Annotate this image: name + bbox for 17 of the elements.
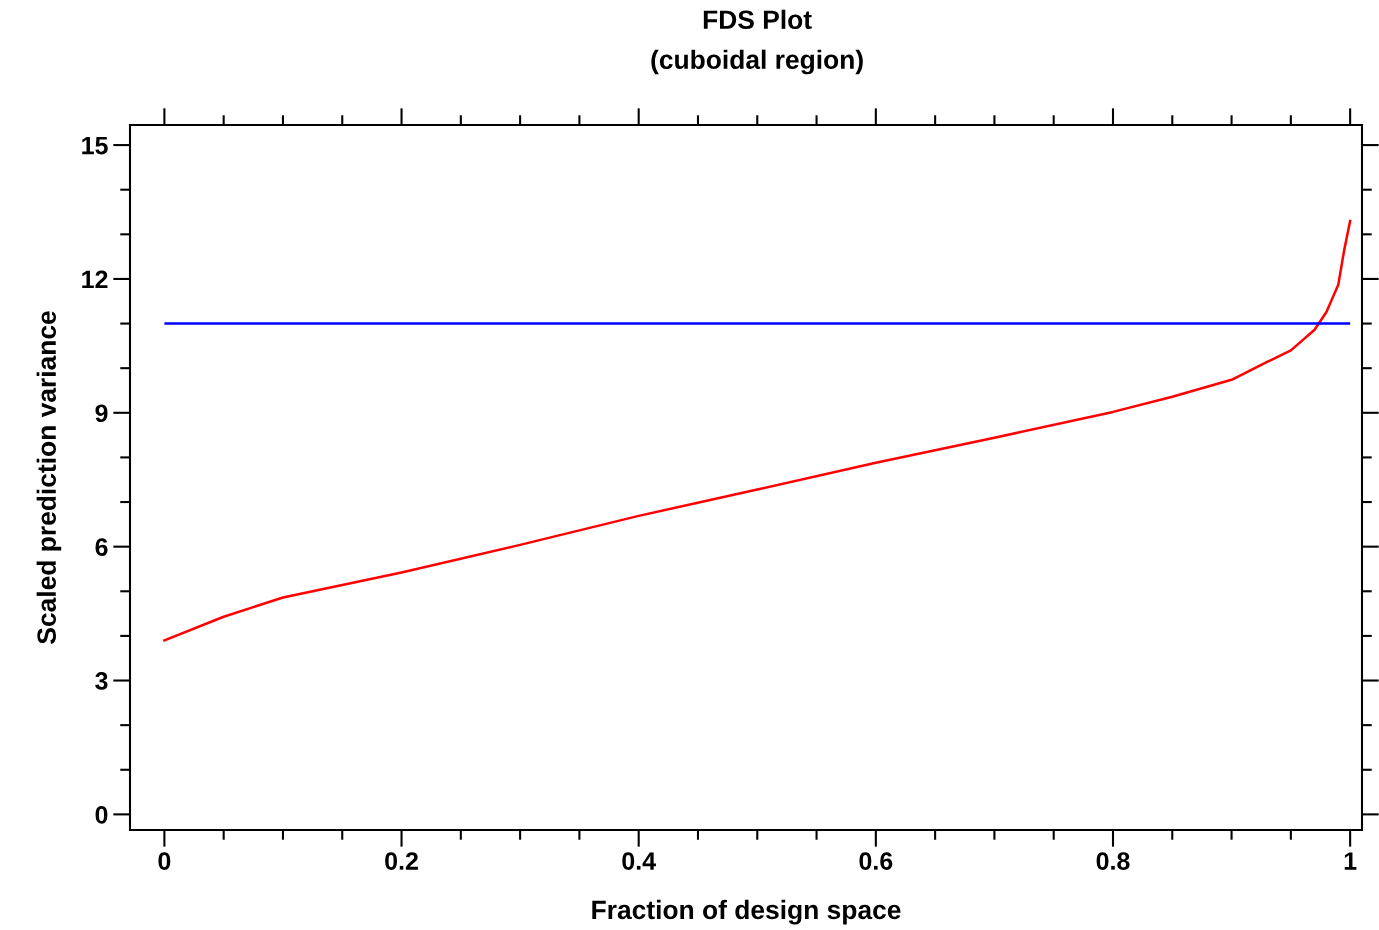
x-tick-label: 0.8	[1096, 852, 1130, 870]
y-tick-label: 6	[95, 538, 108, 556]
y-tick-label: 12	[82, 270, 108, 288]
x-axis-title: Fraction of design space	[592, 899, 901, 925]
x-tick-label: 0.2	[385, 852, 418, 870]
line-series	[163, 219, 1352, 642]
y-tick-label: 3	[95, 672, 108, 690]
y-tick-label: 0	[95, 805, 108, 824]
x-tick-label: 0.4	[622, 852, 656, 870]
x-tick-label: 0	[158, 852, 171, 870]
x-tick-label: 1	[1344, 852, 1357, 870]
chart-title: FDS Plot	[703, 9, 812, 30]
y-tick-label: 9	[95, 404, 108, 423]
chart-subtitle: (cuboidal region)	[651, 49, 863, 75]
y-tick-label: 15	[82, 136, 108, 155]
y-axis-title: Scaled prediction variance	[36, 311, 62, 644]
x-tick-label: 0.6	[859, 852, 893, 870]
